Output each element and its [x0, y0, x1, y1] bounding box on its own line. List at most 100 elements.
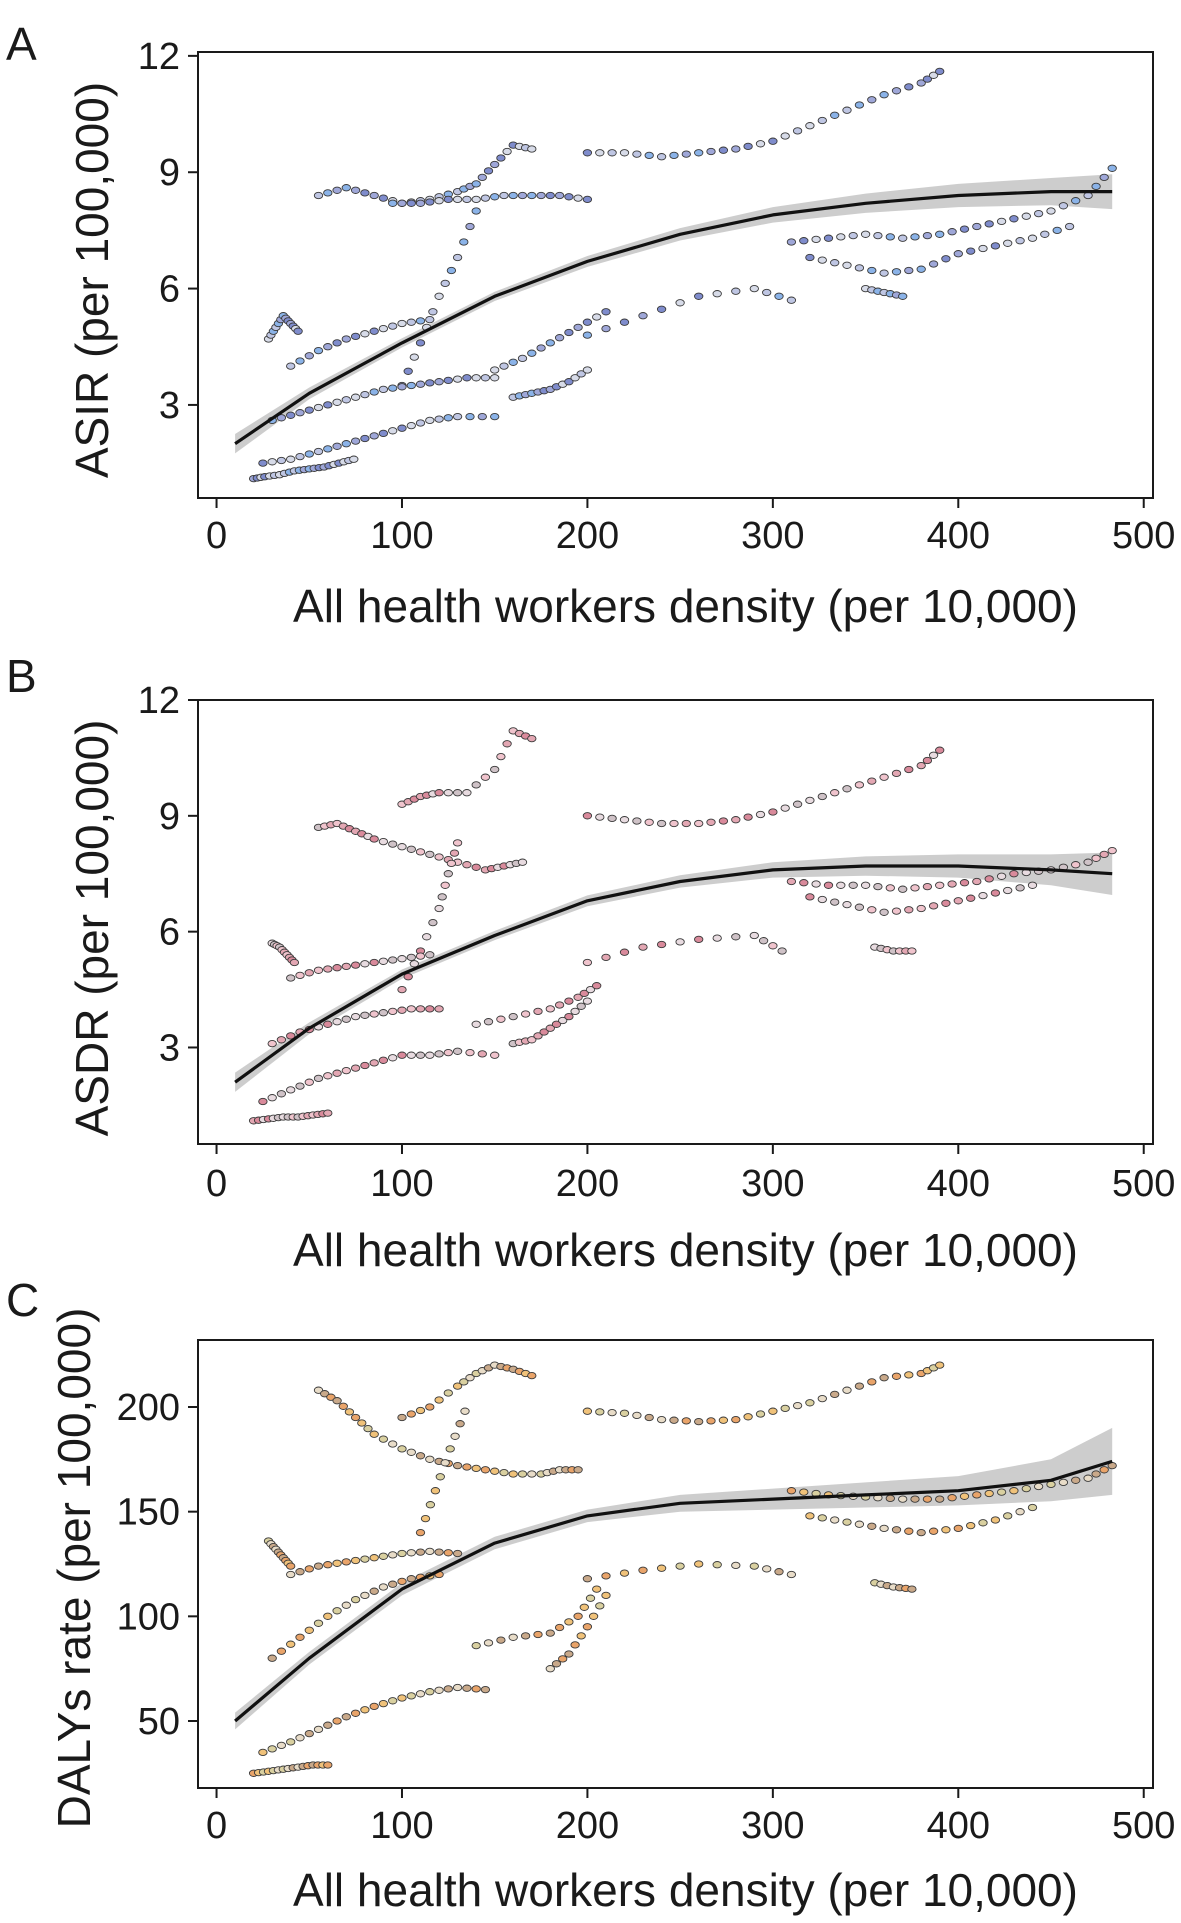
scatter-point — [360, 960, 370, 968]
scatter-point — [656, 940, 667, 949]
scatter-point — [313, 403, 324, 412]
scatter-point — [471, 1685, 481, 1693]
scatter-point — [632, 1411, 642, 1420]
scatter-point — [397, 1051, 407, 1059]
scatter-point — [891, 769, 902, 778]
scatter-point — [276, 456, 287, 465]
scatter-point — [313, 966, 324, 974]
scatter-point — [533, 1630, 543, 1639]
scatter-point — [341, 1066, 351, 1075]
scatter-point — [1107, 846, 1117, 855]
scatter-point — [731, 145, 741, 153]
scatter-point — [446, 859, 457, 868]
scatter-point — [585, 1594, 596, 1602]
scatter-point — [536, 344, 546, 352]
x-tick-label: 500 — [1112, 1163, 1175, 1205]
scatter-point — [817, 895, 827, 904]
scatter-point — [434, 1548, 444, 1556]
scatter-point — [718, 146, 729, 154]
scatter-point — [928, 71, 939, 79]
scatter-point — [1033, 1482, 1044, 1491]
scatter-point — [434, 292, 444, 300]
scatter-point — [471, 374, 481, 382]
scatter-point — [344, 1408, 355, 1416]
scatter-point — [471, 207, 481, 215]
scatter-point — [768, 137, 778, 145]
scatter-point — [455, 1420, 465, 1428]
scatter-point — [582, 1623, 593, 1631]
scatter-point — [446, 266, 457, 275]
scatter-point — [443, 1389, 453, 1397]
scatter-point — [341, 1601, 351, 1609]
scatter-point — [452, 839, 463, 847]
scatter-point — [350, 393, 361, 401]
scatter-point — [452, 195, 463, 204]
scatter-point — [360, 1591, 370, 1600]
scatter-point — [867, 777, 877, 785]
scatter-point — [406, 1575, 416, 1583]
scatter-point — [879, 1374, 889, 1382]
scatter-point — [378, 1435, 389, 1443]
scatter-point — [898, 292, 908, 300]
scatter-point — [350, 332, 361, 341]
scatter-point — [1003, 1512, 1013, 1520]
scatter-point — [332, 1018, 342, 1026]
scatter-point — [369, 191, 379, 200]
scatter-point — [947, 880, 957, 888]
scatter-point — [941, 1526, 951, 1534]
scatter-point — [527, 145, 537, 153]
scatter-point — [415, 419, 426, 427]
scatter-point — [891, 1526, 902, 1534]
scatter-point — [480, 1685, 491, 1694]
scatter-point — [313, 1074, 324, 1083]
scatter-point — [388, 384, 398, 392]
scatter-point — [904, 83, 914, 91]
scatter-point — [258, 459, 268, 467]
scatter-point — [996, 217, 1007, 226]
scatter-point — [388, 840, 398, 848]
scatter-point — [601, 953, 611, 962]
scatter-point — [585, 985, 596, 994]
scatter-point — [830, 111, 840, 119]
scatter-point — [619, 816, 630, 824]
scatter-point — [471, 781, 481, 789]
scatter-point — [891, 1372, 902, 1380]
scatter-point — [953, 897, 963, 905]
scatter-point — [922, 882, 933, 891]
scatter-point — [360, 1011, 370, 1019]
scatter-point — [449, 849, 460, 857]
scatter-point — [415, 317, 426, 325]
x-tick-label: 100 — [370, 1805, 433, 1847]
scatter-point — [452, 789, 463, 797]
scatter-point — [860, 881, 871, 889]
scatter-point — [397, 1006, 407, 1014]
x-tick-label: 100 — [370, 1163, 433, 1205]
scatter-point — [830, 898, 840, 906]
scatter-point — [694, 935, 704, 944]
scatter-point — [935, 881, 945, 889]
scatter-point — [619, 318, 630, 326]
scatter-point — [731, 1561, 741, 1570]
scatter-point — [972, 222, 982, 231]
scatter-point — [669, 819, 679, 828]
scatter-point — [323, 1109, 333, 1117]
scatter-point — [267, 1094, 277, 1102]
scatter-point — [304, 352, 314, 360]
scatter-point — [406, 199, 416, 207]
scatter-point — [966, 247, 976, 255]
scatter-point — [592, 313, 602, 321]
scatter-point — [681, 150, 691, 158]
scatter-point — [388, 1054, 398, 1062]
scatter-point — [879, 908, 889, 916]
scatter-point — [409, 353, 419, 361]
scatter-point — [462, 374, 472, 382]
scatter-point — [369, 1059, 379, 1067]
scatter-point — [388, 956, 398, 964]
scatter-point — [1083, 191, 1093, 200]
scatter-point — [607, 814, 617, 823]
scatter-point — [360, 1706, 370, 1714]
scatter-point — [959, 225, 970, 233]
scatter-point — [415, 339, 426, 347]
scatter-point — [595, 813, 605, 821]
scatter-point — [415, 1051, 426, 1059]
